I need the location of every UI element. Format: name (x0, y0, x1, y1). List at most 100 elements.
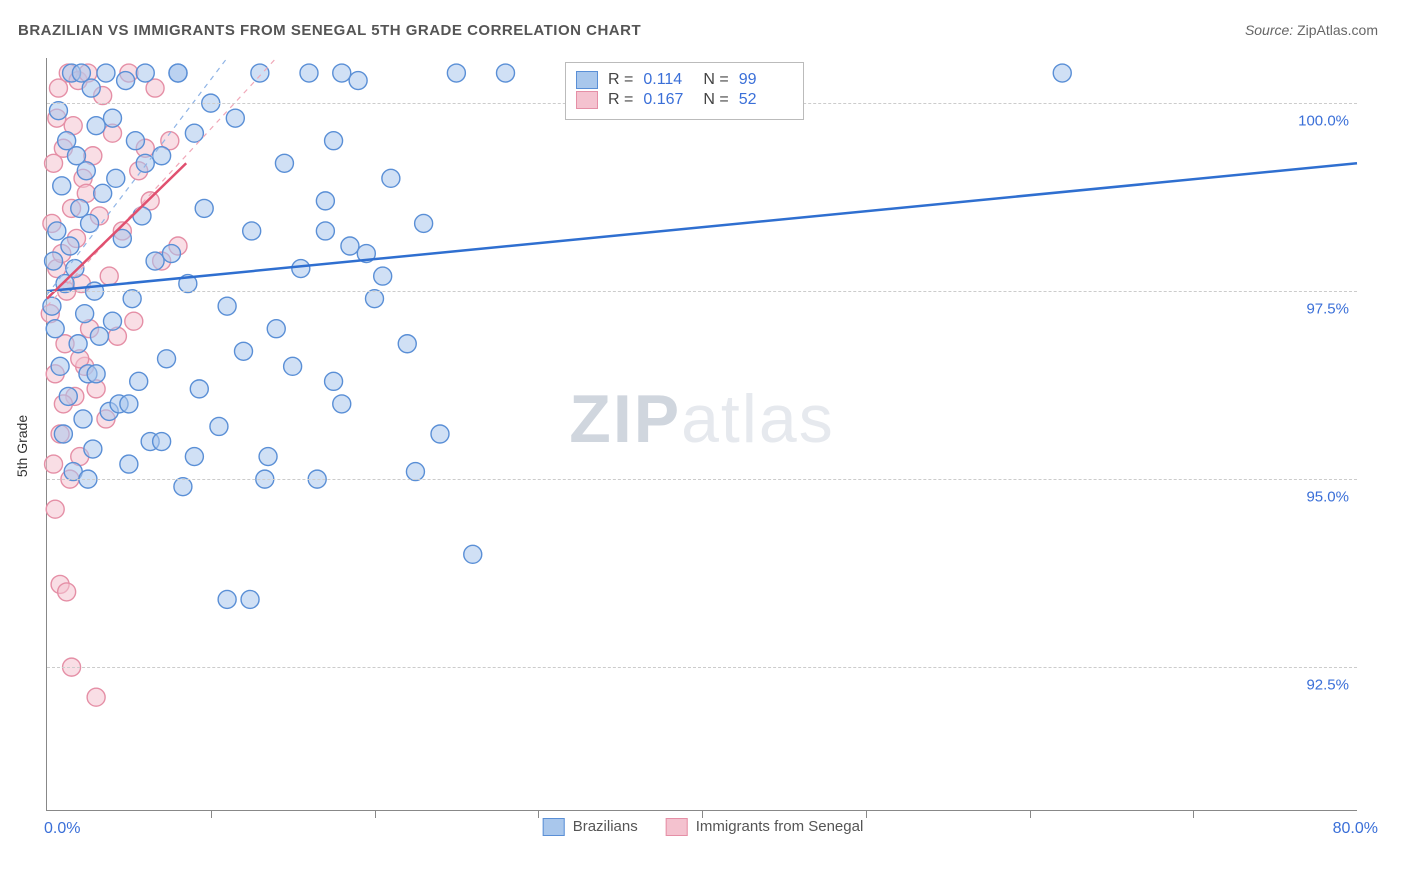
scatter-point (54, 425, 72, 443)
scatter-point (87, 117, 105, 135)
scatter-point (87, 365, 105, 383)
n-value: 99 (739, 71, 789, 89)
scatter-point (49, 102, 67, 120)
scatter-point (251, 64, 269, 82)
scatter-point (235, 342, 253, 360)
scatter-point (259, 448, 277, 466)
r-value: 0.114 (643, 71, 693, 89)
y-tick-label: 92.5% (1306, 677, 1349, 694)
scatter-point (136, 64, 154, 82)
scatter-point (48, 222, 66, 240)
scatter-point (341, 237, 359, 255)
legend-swatch (576, 71, 598, 89)
scatter-point (87, 688, 105, 706)
scatter-point (169, 64, 187, 82)
chart-svg (47, 58, 1357, 810)
scatter-point (46, 500, 64, 518)
stats-legend-box: R =0.114N =99R =0.167N =52 (565, 62, 804, 120)
gridline-h (47, 667, 1357, 668)
scatter-point (153, 433, 171, 451)
r-label: R = (608, 71, 633, 89)
chart-title: BRAZILIAN VS IMMIGRANTS FROM SENEGAL 5TH… (18, 22, 641, 39)
stats-row: R = 0.114 N = 99 (576, 71, 789, 89)
plot-area: ZIPatlas 92.5%95.0%97.5%100.0% (46, 58, 1357, 811)
scatter-point (333, 395, 351, 413)
scatter-point (382, 169, 400, 187)
scatter-point (90, 327, 108, 345)
legend-swatch (666, 818, 688, 836)
scatter-point (325, 372, 343, 390)
scatter-point (464, 545, 482, 563)
scatter-point (59, 387, 77, 405)
bottom-legend: BraziliansImmigrants from Senegal (543, 818, 864, 836)
scatter-point (333, 64, 351, 82)
scatter-point (76, 305, 94, 323)
scatter-point (97, 64, 115, 82)
scatter-point (190, 380, 208, 398)
scatter-point (94, 184, 112, 202)
scatter-point (349, 72, 367, 90)
r-label: R = (608, 91, 633, 109)
scatter-point (69, 335, 87, 353)
scatter-point (398, 335, 416, 353)
y-tick-label: 97.5% (1306, 301, 1349, 318)
scatter-point (284, 357, 302, 375)
scatter-point (107, 169, 125, 187)
legend-label: Immigrants from Senegal (696, 818, 864, 835)
scatter-point (431, 425, 449, 443)
n-label: N = (703, 71, 728, 89)
scatter-point (153, 147, 171, 165)
legend-item: Immigrants from Senegal (666, 818, 864, 836)
source-value: ZipAtlas.com (1297, 22, 1378, 38)
scatter-point (447, 64, 465, 82)
scatter-point (123, 290, 141, 308)
r-value: 0.167 (643, 91, 693, 109)
scatter-point (325, 132, 343, 150)
source-attribution: Source: ZipAtlas.com (1245, 22, 1378, 38)
x-tick-mark (211, 810, 212, 818)
scatter-point (104, 109, 122, 127)
scatter-point (125, 312, 143, 330)
scatter-point (162, 245, 180, 263)
scatter-point (243, 222, 261, 240)
scatter-point (126, 132, 144, 150)
scatter-point (497, 64, 515, 82)
scatter-point (130, 372, 148, 390)
x-tick-mark (866, 810, 867, 818)
scatter-point (43, 297, 61, 315)
scatter-point (120, 455, 138, 473)
scatter-point (58, 583, 76, 601)
scatter-point (158, 350, 176, 368)
x-tick-mark (702, 810, 703, 818)
scatter-point (210, 417, 228, 435)
n-value: 52 (739, 91, 789, 109)
y-tick-label: 95.0% (1306, 489, 1349, 506)
scatter-point (61, 237, 79, 255)
x-tick-mark (375, 810, 376, 818)
scatter-point (185, 448, 203, 466)
y-axis-label: 5th Grade (14, 415, 30, 477)
scatter-point (366, 290, 384, 308)
legend-swatch (543, 818, 565, 836)
scatter-point (275, 154, 293, 172)
scatter-point (45, 252, 63, 270)
scatter-point (120, 395, 138, 413)
scatter-point (1053, 64, 1071, 82)
scatter-point (100, 267, 118, 285)
scatter-point (374, 267, 392, 285)
x-tick-mark (1030, 810, 1031, 818)
y-tick-label: 100.0% (1298, 113, 1349, 130)
scatter-point (316, 222, 334, 240)
source-label: Source: (1245, 22, 1293, 38)
scatter-point (316, 192, 334, 210)
scatter-point (218, 590, 236, 608)
scatter-point (185, 124, 203, 142)
scatter-point (46, 320, 64, 338)
scatter-point (82, 79, 100, 97)
gridline-h (47, 291, 1357, 292)
legend-swatch (576, 91, 598, 109)
scatter-point (45, 455, 63, 473)
x-tick-mark (1193, 810, 1194, 818)
scatter-point (241, 590, 259, 608)
scatter-point (53, 177, 71, 195)
